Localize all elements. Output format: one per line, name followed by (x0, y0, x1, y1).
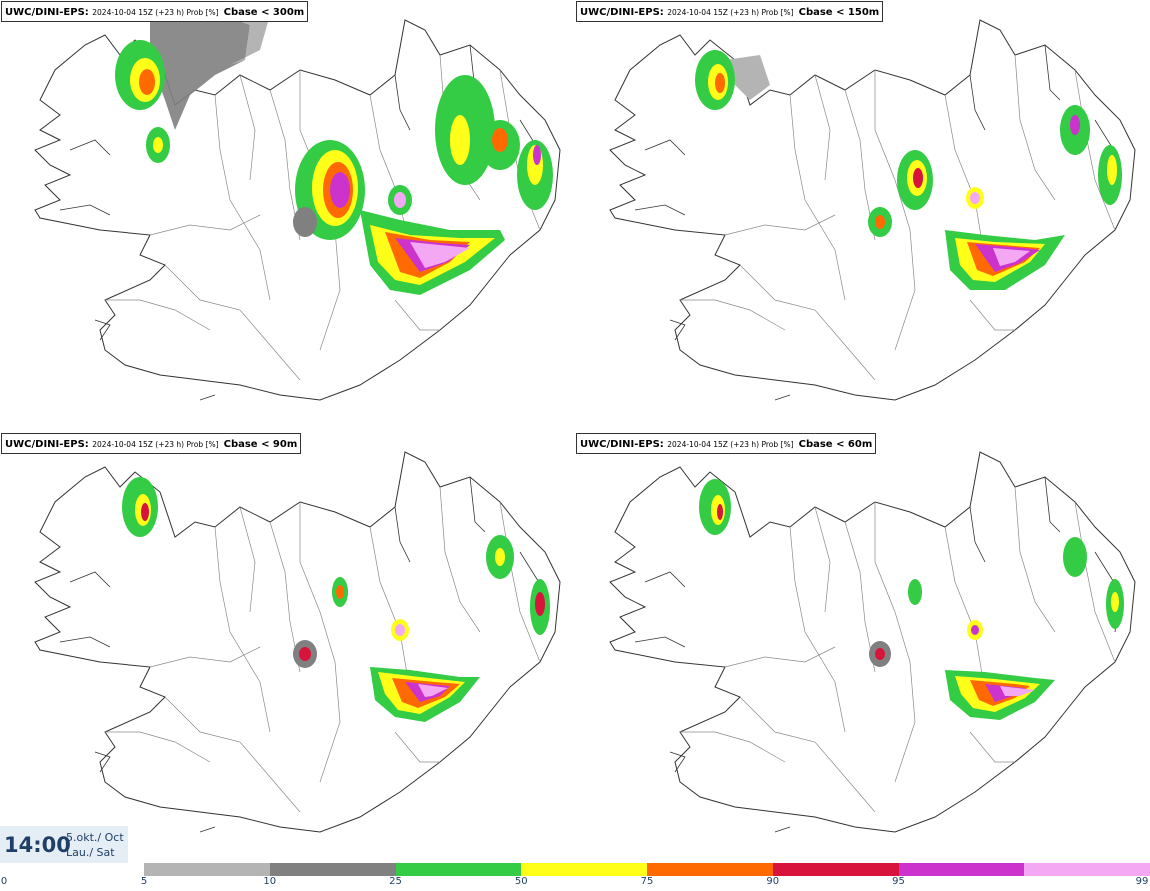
colorbar-tick-label: 99 (1135, 876, 1149, 887)
colorbar-segment (144, 863, 270, 876)
colorbar-segment (1024, 863, 1150, 876)
run-info: 2024-10-04 15Z (+23 h) Prob [%] (667, 440, 794, 449)
variable-name: Cbase < 300m (223, 7, 305, 18)
panel-title: UWC/DINI-EPS: 2024-10-04 15Z (+23 h) Pro… (1, 1, 309, 22)
iceland-map (34, 10, 561, 401)
colorbar-segment (647, 863, 773, 876)
probability-field (122, 477, 550, 722)
model-name: UWC/DINI-EPS (580, 439, 660, 450)
map-panel-cbase-90: UWC/DINI-EPS: 2024-10-04 15Z (+23 h) Pro… (0, 432, 575, 862)
probability-field (115, 10, 553, 295)
colorbar-tick-label: 75 (640, 876, 654, 887)
colorbar-tick-label: 10 (263, 876, 277, 887)
map-panel-cbase-150: UWC/DINI-EPS: 2024-10-04 15Z (+23 h) Pro… (575, 0, 1150, 430)
colorbar-segment (772, 863, 899, 876)
colorbar-segment (395, 863, 522, 876)
map-panel-cbase-300: UWC/DINI-EPS: 2024-10-04 15Z (+23 h) Pro… (0, 0, 575, 430)
probability-colorbar (144, 863, 1150, 876)
run-info: 2024-10-04 15Z (+23 h) Prob [%] (92, 440, 219, 449)
map-panel-cbase-60: UWC/DINI-EPS: 2024-10-04 15Z (+23 h) Pro… (575, 432, 1150, 862)
panel-title: UWC/DINI-EPS: 2024-10-04 15Z (+23 h) Pro… (1, 433, 302, 454)
colorbar-segment (521, 863, 648, 876)
variable-name: Cbase < 90m (223, 439, 298, 450)
panel-title: UWC/DINI-EPS: 2024-10-04 15Z (+23 h) Pro… (576, 433, 877, 454)
panel-title: UWC/DINI-EPS: 2024-10-04 15Z (+23 h) Pro… (576, 1, 884, 22)
model-name: UWC/DINI-EPS (5, 7, 85, 18)
model-name: UWC/DINI-EPS (580, 7, 660, 18)
colorbar-tick-label: 5 (140, 876, 148, 887)
colorbar-segment (269, 863, 396, 876)
probability-field (695, 50, 1122, 290)
colorbar-tick-label: 0 (0, 876, 8, 887)
time-clock: 14:00 (4, 833, 71, 857)
iceland-map (609, 19, 1136, 401)
time-box: 14:00 5.okt./ Oct Lau./ Sat (0, 826, 128, 863)
colorbar-tick-label: 25 (389, 876, 402, 887)
colorbar-tick-label: 95 (892, 876, 905, 887)
iceland-map (609, 451, 1136, 833)
colorbar-segment (898, 863, 1025, 876)
run-info: 2024-10-04 15Z (+23 h) Prob [%] (667, 8, 794, 17)
model-name: UWC/DINI-EPS (5, 439, 85, 450)
probability-field (699, 479, 1124, 720)
date-label: 5.okt./ Oct (66, 831, 124, 844)
colorbar-tick-label: 90 (766, 876, 780, 887)
run-info: 2024-10-04 15Z (+23 h) Prob [%] (92, 8, 219, 17)
iceland-map (34, 451, 561, 833)
variable-name: Cbase < 60m (798, 439, 873, 450)
variable-name: Cbase < 150m (798, 7, 880, 18)
day-label: Lau./ Sat (66, 846, 115, 859)
colorbar-tick-label: 50 (514, 876, 528, 887)
